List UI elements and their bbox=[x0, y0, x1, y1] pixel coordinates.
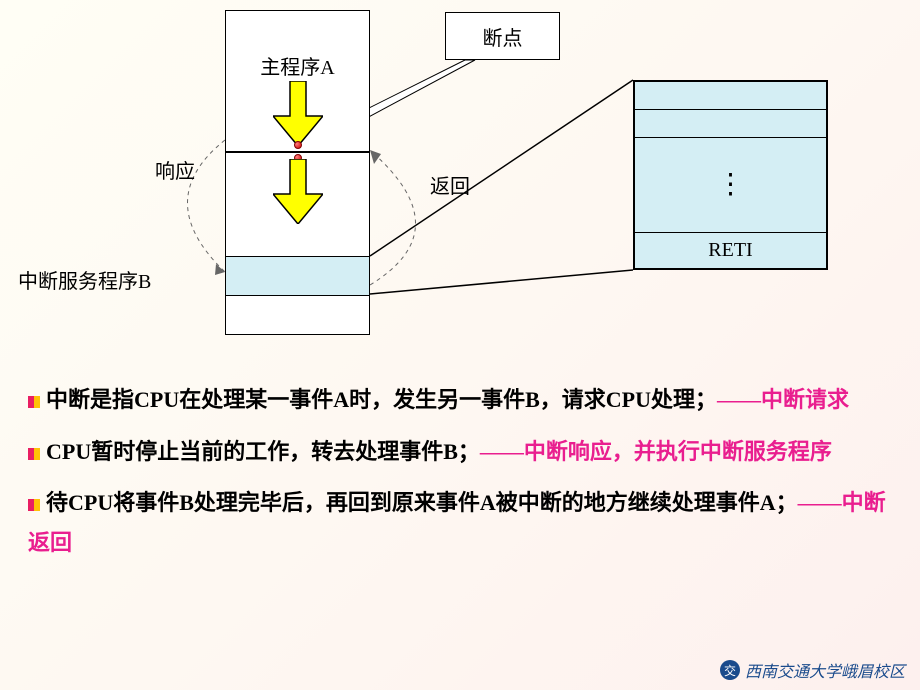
bullet1-highlight: ——中断请求 bbox=[717, 387, 849, 412]
bullet1-text: 中断是指CPU在处理某一事件A时，发生另一事件B，请求CPU处理； bbox=[46, 387, 717, 412]
bullet3-text: 待CPU将事件B处理完毕后，再回到原来事件A被中断的地方继续处理事件A； bbox=[46, 490, 798, 515]
footer-logo: 交 西南交通大学峨眉校区 bbox=[720, 658, 905, 682]
reti-box: ⋮ RETI bbox=[633, 80, 828, 270]
bullet-1: 中断是指CPU在处理某一事件A时，发生另一事件B，请求CPU处理；——中断请求 bbox=[28, 380, 892, 420]
bullet2-highlight: ——中断响应，并执行中断服务程序 bbox=[480, 439, 832, 464]
bullet-icon bbox=[28, 448, 40, 460]
text-area: 中断是指CPU在处理某一事件A时，发生另一事件B，请求CPU处理；——中断请求 … bbox=[0, 350, 920, 562]
isr-label: 中断服务程序B bbox=[18, 265, 151, 294]
return-label: 返回 bbox=[430, 170, 470, 199]
arrow-down-top bbox=[273, 81, 323, 146]
response-label: 响应 bbox=[155, 155, 195, 184]
diagram-area: 主程序A 断点 响应 返回 中断服务程序B ⋮ bbox=[0, 0, 920, 350]
breakpoint-callout: 断点 bbox=[445, 12, 560, 60]
reti-last-row: RETI bbox=[635, 233, 826, 268]
breakpoint-line bbox=[226, 151, 369, 153]
main-program-label: 主程序A bbox=[226, 51, 369, 80]
reti-row bbox=[635, 110, 826, 138]
bullet-2: CPU暂时停止当前的工作，转去处理事件B；——中断响应，并执行中断服务程序 bbox=[28, 432, 892, 472]
arrow-down-bottom bbox=[273, 159, 323, 224]
bullet-icon bbox=[28, 499, 40, 511]
bullet2-text: CPU暂时停止当前的工作，转去处理事件B； bbox=[46, 439, 480, 464]
breakpoint-dot-top bbox=[294, 141, 302, 149]
footer-text: 西南交通大学峨眉校区 bbox=[745, 658, 905, 682]
isr-band bbox=[226, 256, 369, 296]
reti-dots: ⋮ bbox=[635, 138, 826, 233]
reti-row bbox=[635, 82, 826, 110]
bullet-3: 待CPU将事件B处理完毕后，再回到原来事件A被中断的地方继续处理事件A；——中断… bbox=[28, 483, 892, 562]
logo-icon: 交 bbox=[720, 660, 740, 680]
bullet-icon bbox=[28, 396, 40, 408]
reti-label: RETI bbox=[708, 239, 752, 262]
breakpoint-label: 断点 bbox=[483, 22, 523, 51]
main-program-box: 主程序A bbox=[225, 10, 370, 335]
